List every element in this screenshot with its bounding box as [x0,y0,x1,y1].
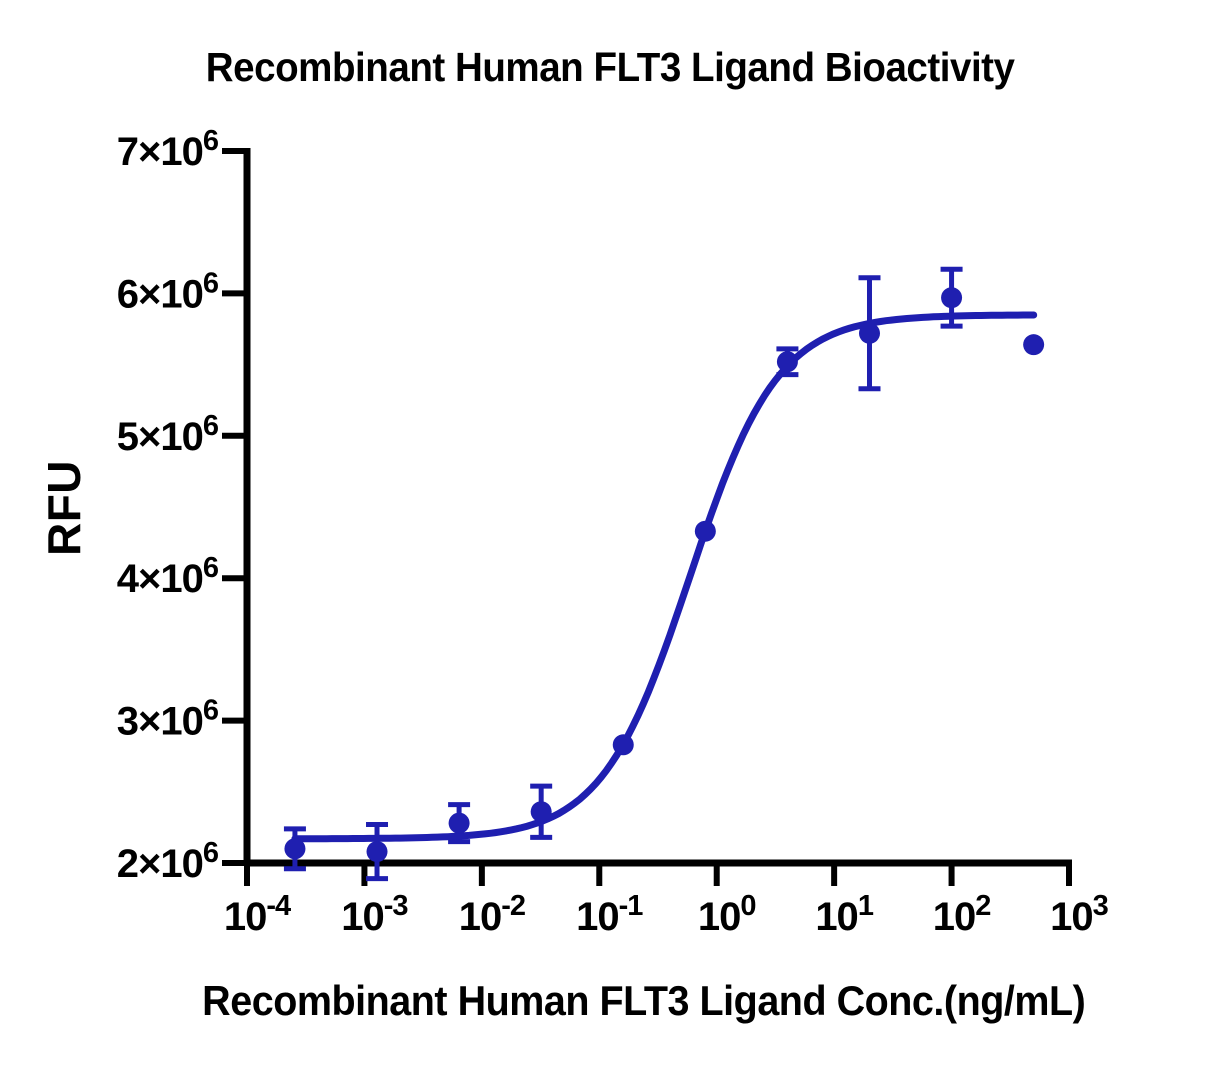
data-point [448,812,470,834]
data-point [776,351,798,373]
x-axis-title: Recombinant Human FLT3 Ligand Conc.(ng/m… [33,977,1221,1025]
data-point [612,734,634,756]
x-tick-label: 10-1 [576,890,643,939]
data-point [941,287,963,309]
y-tick-label: 3×106 [117,695,219,744]
data-point [366,841,388,863]
x-tick-label: 101 [815,890,874,939]
data-point [858,322,880,344]
chart-title-text: Recombinant Human FLT3 Ligand Bioactivit… [206,44,1015,90]
x-tick-label: 102 [933,890,991,939]
y-tick-label: 5×106 [117,410,219,459]
data-point [284,838,306,860]
x-axis-title-text: Recombinant Human FLT3 Ligand Conc.(ng/m… [201,977,1086,1024]
y-tick-label: 2×106 [117,837,219,886]
data-point [530,801,552,823]
chart-title: Recombinant Human FLT3 Ligand Bioactivit… [0,44,1221,91]
data-point [1023,334,1045,356]
y-tick-label: 4×106 [117,552,219,601]
x-tick-label: 10-2 [459,890,525,939]
y-tick-label: 7×106 [117,125,219,174]
x-tick-label: 100 [698,890,756,939]
y-tick-label: 6×106 [117,267,219,316]
x-tick-label: 103 [1050,890,1109,939]
fit-curve [291,311,1038,843]
data-point [694,520,716,542]
x-tick-label: 10-3 [341,890,408,939]
x-tick-label: 10-4 [224,890,291,939]
